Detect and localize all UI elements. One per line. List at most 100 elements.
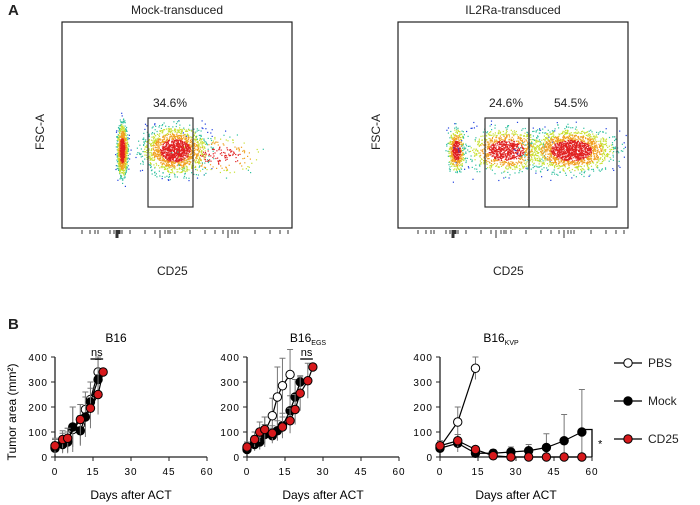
x-tick-label: 0	[52, 467, 59, 478]
data-point	[559, 436, 569, 446]
data-point	[303, 376, 313, 386]
gate-label-mock: 34.6%	[153, 96, 188, 110]
significance-label: ns	[91, 347, 103, 359]
chart-title: B16KVP	[483, 331, 519, 347]
significance-bracket	[581, 428, 593, 457]
flow-title-mock: Mock-transduced	[130, 3, 224, 17]
data-point	[453, 436, 463, 446]
chart-title: B16EGS	[290, 331, 326, 347]
y-tick-label: 0	[41, 453, 48, 464]
x-tick-label: 30	[316, 467, 329, 478]
data-point	[285, 369, 295, 380]
y-tick-label: 100	[413, 428, 433, 439]
gate-label-il2ra-high: 54.5%	[554, 96, 589, 110]
data-point	[98, 367, 108, 377]
x-tick-label: 0	[437, 467, 444, 478]
x-tick-label: 45	[547, 467, 560, 478]
data-point	[308, 362, 318, 372]
y-tick-label: 400	[28, 353, 48, 364]
x-tick-label: 60	[200, 467, 213, 478]
data-point	[267, 428, 278, 438]
data-point	[85, 403, 96, 413]
series-cd25	[435, 434, 587, 462]
data-point	[470, 444, 481, 455]
data-point	[470, 363, 481, 373]
panel-b-letter: B	[8, 316, 19, 333]
gate-label-il2ra-low: 24.6%	[489, 96, 524, 110]
x-tick-label: 30	[124, 467, 137, 478]
data-point	[453, 417, 463, 427]
legend-label: PBS	[648, 356, 673, 370]
y-axis-label: Tumor area (mm²)	[5, 364, 19, 461]
flow-title-il2ra: IL2Ra-transduced	[465, 3, 561, 17]
y-tick-label: 0	[426, 453, 433, 464]
significance-label: *	[598, 438, 603, 450]
x-tick-label: 60	[392, 467, 405, 478]
y-tick-label: 300	[413, 378, 433, 389]
data-point	[541, 442, 552, 453]
series-cd25	[50, 367, 108, 454]
x-tick-label: 0	[244, 467, 251, 478]
data-point	[75, 414, 86, 425]
legend-marker-icon	[614, 434, 642, 444]
y-tick-label: 400	[220, 353, 240, 364]
data-point	[267, 411, 278, 421]
y-tick-label: 0	[233, 453, 240, 464]
data-point	[506, 452, 516, 462]
data-point	[277, 422, 288, 432]
y-tick-label: 400	[413, 353, 433, 364]
flow-ylabel-il2ra: FSC-A	[369, 114, 383, 150]
gate-1	[528, 117, 618, 208]
plot-frame	[397, 21, 629, 229]
panel-a-letter: A	[8, 2, 19, 19]
y-tick-label: 300	[220, 378, 240, 389]
y-tick-label: 200	[28, 403, 48, 414]
x-tick-label: 15	[471, 467, 484, 478]
flow-plot-mock	[61, 21, 293, 238]
legend: PBS Mock CD25	[612, 356, 700, 466]
plot-frame	[61, 21, 293, 229]
data-point	[285, 416, 295, 426]
x-axis-label: Days after ACT	[90, 488, 172, 502]
y-tick-label: 100	[28, 428, 48, 439]
data-point	[93, 389, 103, 400]
series-cd25	[242, 362, 318, 452]
data-point	[295, 388, 305, 398]
x-tick-label: 15	[278, 467, 291, 478]
x-axis-label: Days after ACT	[282, 488, 364, 502]
gate-0	[147, 117, 194, 208]
data-point	[62, 433, 73, 443]
data-point	[577, 452, 587, 462]
legend-marker-icon	[614, 396, 642, 406]
event-dots	[115, 112, 264, 187]
significance-label: ns	[301, 347, 313, 359]
data-point	[277, 381, 288, 391]
data-point	[488, 451, 498, 461]
data-point	[242, 442, 252, 452]
y-tick-label: 100	[220, 428, 240, 439]
flow-ylabel-mock: FSC-A	[33, 114, 47, 150]
y-tick-label: 200	[413, 403, 433, 414]
legend-item-pbs: PBS	[612, 356, 672, 370]
data-point	[260, 424, 270, 435]
data-point	[272, 392, 283, 402]
data-point	[290, 404, 300, 415]
legend-label: Mock	[648, 394, 677, 408]
data-point	[541, 452, 552, 462]
flow-xlabel-il2ra: CD25	[493, 264, 524, 278]
flow-xlabel-mock: CD25	[157, 264, 188, 278]
x-axis-label: Days after ACT	[475, 488, 557, 502]
x-tick-label: 45	[162, 467, 175, 478]
chart-2: B16EGS 0 100 200 300 400 0 15 30 45 60 Days after A…	[220, 331, 405, 502]
data-point	[435, 441, 445, 451]
x-axis-ticks	[81, 230, 289, 238]
data-point	[559, 452, 569, 462]
event-dots	[445, 120, 627, 183]
data-point	[50, 441, 60, 451]
x-tick-label: 30	[509, 467, 522, 478]
x-tick-label: 60	[585, 467, 598, 478]
x-tick-label: 15	[86, 467, 99, 478]
x-axis-ticks	[417, 230, 625, 238]
chart-3: B16KVP 0 100 200 300 400 0 15 30 45 60 Days after A…	[413, 331, 603, 502]
chart-1: B16 0 100 200 300 400 0 15 30 45 60 Days after ACT n…	[28, 331, 213, 502]
